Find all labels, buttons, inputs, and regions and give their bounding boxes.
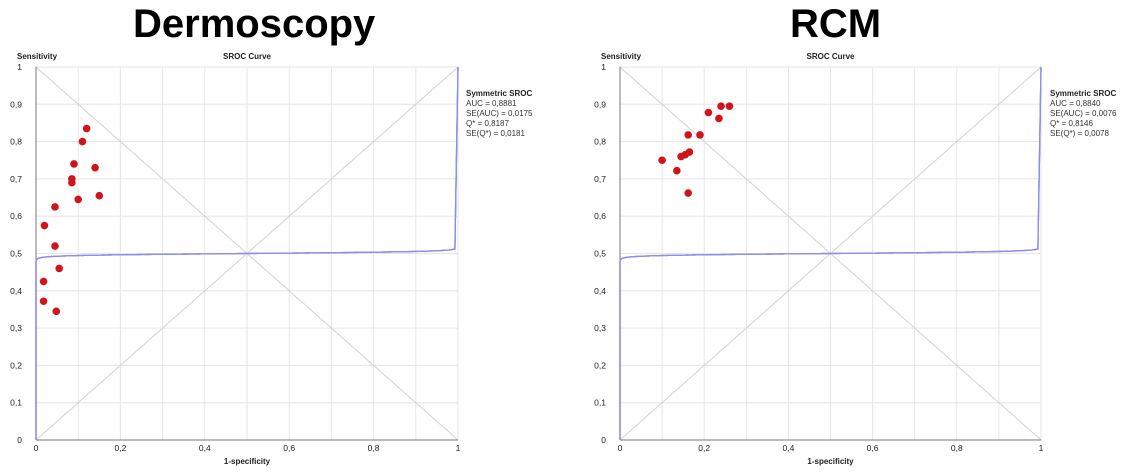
y-tick-label: 0,4 [594, 286, 606, 296]
y-tick-label: 0,2 [10, 360, 22, 370]
study-point [684, 131, 692, 139]
study-point [696, 131, 704, 139]
y-tick-label: 0,6 [594, 211, 606, 221]
study-point [96, 192, 104, 200]
y-tick-label: 0,9 [10, 99, 22, 109]
y-axis-label: Sensitivity [17, 52, 58, 61]
y-tick-label: 1 [17, 62, 22, 72]
stats-line: SE(Q*) = 0,0181 [466, 129, 525, 138]
study-point [40, 297, 48, 305]
y-tick-label: 0,2 [594, 360, 606, 370]
y-axis-label: Sensitivity [601, 52, 642, 61]
x-axis-label: 1-specificity [807, 457, 854, 466]
x-tick-label: 1 [1039, 443, 1044, 453]
y-tick-label: 0,8 [594, 137, 606, 147]
study-point [41, 222, 49, 230]
chart-title: SROC Curve [806, 52, 855, 61]
x-axis-label: 1-specificity [224, 457, 271, 466]
study-point [79, 138, 87, 146]
y-tick-label: 0 [17, 435, 22, 445]
x-tick-label: 0 [618, 443, 623, 453]
stats-heading: Symmetric SROC [466, 89, 532, 98]
stats-line: Q* = 0,8187 [466, 119, 509, 128]
stats-line: SE(AUC) = 0,0076 [1050, 109, 1117, 118]
y-tick-label: 0,7 [10, 174, 22, 184]
chart-title: SROC Curve [223, 52, 272, 61]
y-tick-label: 0,1 [594, 398, 606, 408]
x-tick-label: 0,4 [199, 443, 211, 453]
stats-line: AUC = 0,8840 [1050, 99, 1101, 108]
x-tick-label: 0,8 [951, 443, 963, 453]
chart-panel-1: 0 0,1 0,2 0,3 0,4 0,5 0,6 0,7 0,8 0,9 1 0 0,2 0,4 0,6 0… [10, 52, 533, 466]
y-tick-label: 0,8 [10, 137, 22, 147]
stats-line: AUC = 0,8881 [466, 99, 517, 108]
study-point [70, 160, 78, 168]
x-tick-label: 0 [34, 443, 39, 453]
stats-line: SE(Q*) = 0,0078 [1050, 129, 1109, 138]
y-tick-label: 0,9 [594, 99, 606, 109]
x-tick-label: 1 [456, 443, 461, 453]
x-tick-label: 0,6 [867, 443, 879, 453]
chart-panel-2: 0 0,1 0,2 0,3 0,4 0,5 0,6 0,7 0,8 0,9 1 0 0,2 0,4 0,6 0… [594, 52, 1117, 466]
stats-line: SE(AUC) = 0,0175 [466, 109, 533, 118]
stats-heading: Symmetric SROC [1050, 89, 1116, 98]
study-point [52, 308, 60, 316]
study-point [684, 189, 692, 197]
study-point [705, 109, 713, 117]
x-tick-label: 0,6 [283, 443, 295, 453]
x-tick-label: 0,8 [368, 443, 380, 453]
study-point [658, 156, 666, 164]
stats-line: Q* = 0,8146 [1050, 119, 1093, 128]
x-tick-label: 0,2 [114, 443, 126, 453]
study-point [55, 265, 63, 273]
y-tick-label: 0,5 [594, 249, 606, 259]
y-tick-label: 0,3 [10, 323, 22, 333]
y-tick-label: 0,4 [10, 286, 22, 296]
y-tick-label: 1 [601, 62, 606, 72]
x-tick-label: 0,4 [782, 443, 794, 453]
study-point [83, 125, 91, 133]
study-point [717, 102, 725, 110]
study-point [51, 242, 59, 250]
y-tick-label: 0,7 [594, 174, 606, 184]
y-tick-label: 0 [601, 435, 606, 445]
study-point [51, 203, 59, 211]
study-point [686, 148, 694, 156]
study-point [715, 115, 723, 123]
study-point [74, 196, 82, 204]
study-point [91, 164, 99, 172]
y-tick-label: 0,6 [10, 211, 22, 221]
study-point [40, 278, 48, 286]
x-tick-label: 0,2 [698, 443, 710, 453]
y-tick-label: 0,5 [10, 249, 22, 259]
y-tick-label: 0,3 [594, 323, 606, 333]
study-point [68, 179, 76, 187]
study-point [726, 102, 734, 110]
y-tick-label: 0,1 [10, 398, 22, 408]
study-point [673, 167, 681, 175]
